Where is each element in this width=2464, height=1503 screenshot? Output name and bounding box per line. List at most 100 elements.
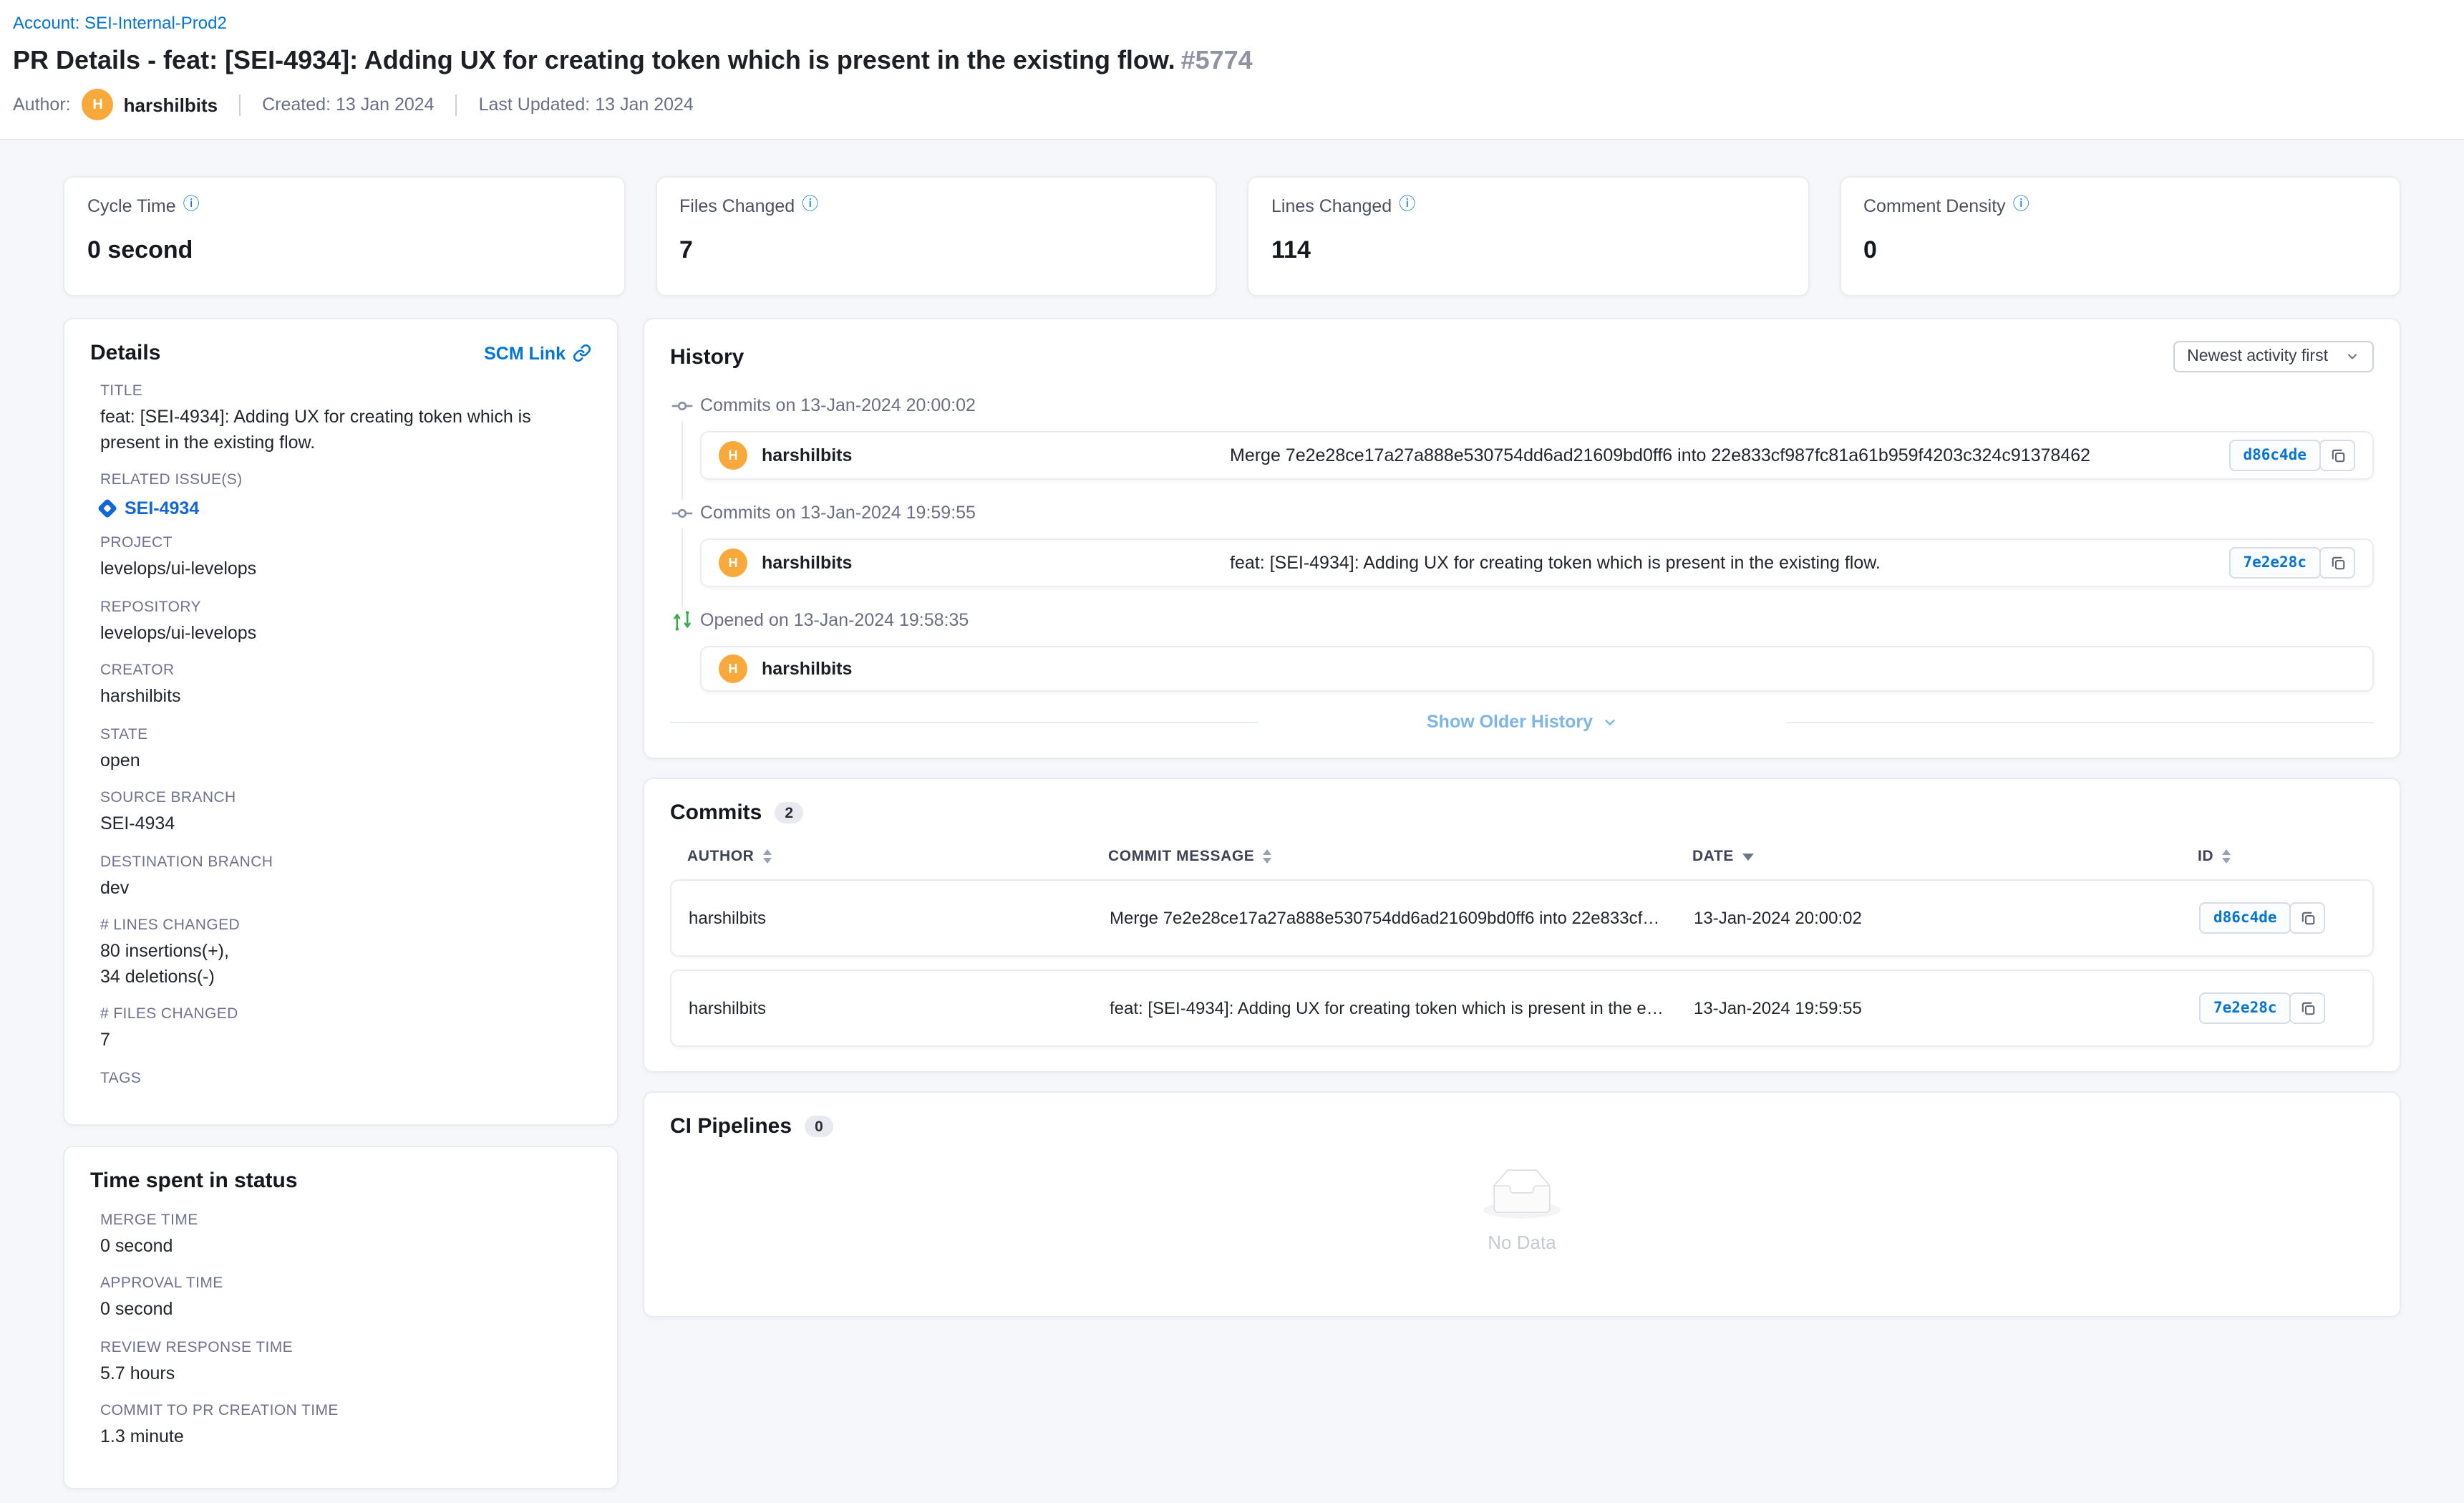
info-icon[interactable]: ⓘ bbox=[2012, 196, 2029, 214]
page-title-text: PR Details - feat: [SEI-4934]: Adding UX… bbox=[13, 46, 1175, 74]
field-destination-branch: DESTINATION BRANCH dev bbox=[100, 853, 591, 901]
field-label: PROJECT bbox=[100, 534, 173, 551]
divider bbox=[670, 721, 1258, 722]
field-files-changed: # FILES CHANGED 7 bbox=[100, 1005, 591, 1053]
commit-message: Merge 7e2e28ce17a27a888e530754dd6ad21609… bbox=[1230, 445, 2091, 465]
field-label: RELATED ISSUE(S) bbox=[100, 471, 243, 488]
table-row: harshilbits feat: [SEI-4934]: Adding UX … bbox=[670, 970, 2374, 1047]
timeline-heading: Commits on 13-Jan-2024 19:59:55 bbox=[700, 503, 976, 523]
page-header: Account: SEI-Internal-Prod2 PR Details -… bbox=[0, 0, 2464, 140]
history-commit-card: H harshilbits Merge 7e2e28ce17a27a888e53… bbox=[700, 431, 2374, 480]
cell-commit-id: 7e2e28c bbox=[2199, 992, 2355, 1024]
account-breadcrumb-link[interactable]: Account: SEI-Internal-Prod2 bbox=[13, 13, 227, 33]
field-value: 7 bbox=[100, 1030, 110, 1050]
timeline-item-commit-1: Commits on 13-Jan-2024 20:00:02 H harshi… bbox=[670, 392, 2374, 503]
column-header-commit-message[interactable]: COMMIT MESSAGE bbox=[1108, 848, 1692, 865]
field-related-issues: RELATED ISSUE(S) SEI-4934 bbox=[97, 471, 591, 519]
metric-label: Lines Changed bbox=[1271, 196, 1392, 216]
field-value: harshilbits bbox=[100, 686, 181, 706]
info-icon[interactable]: ⓘ bbox=[183, 196, 200, 214]
chevron-down-icon bbox=[2348, 354, 2357, 359]
time-in-status-panel: Time spent in status MERGE TIME 0 second… bbox=[63, 1145, 619, 1489]
field-value: levelops/ui-levelops bbox=[100, 559, 257, 579]
column-header-author[interactable]: AUTHOR bbox=[687, 848, 1108, 865]
divider bbox=[1786, 721, 2374, 722]
avatar: H bbox=[82, 89, 114, 120]
cell-author: harshilbits bbox=[689, 908, 767, 928]
commit-author: H harshilbits bbox=[719, 548, 1230, 577]
commit-author-name: harshilbits bbox=[762, 445, 853, 465]
info-icon[interactable]: ⓘ bbox=[802, 196, 819, 214]
commit-hash-badge[interactable]: 7e2e28c bbox=[2199, 992, 2291, 1024]
scm-link[interactable]: SCM Link bbox=[484, 343, 591, 363]
field-tags: TAGS bbox=[100, 1069, 591, 1086]
field-value: 0 second bbox=[100, 1235, 173, 1255]
issue-key: SEI-4934 bbox=[125, 498, 200, 518]
git-commit-icon bbox=[670, 500, 694, 526]
metric-label-row: Cycle Time ⓘ bbox=[87, 196, 601, 216]
page-title: PR Details - feat: [SEI-4934]: Adding UX… bbox=[13, 44, 2451, 76]
field-label: CREATOR bbox=[100, 662, 175, 679]
copy-button[interactable] bbox=[2319, 547, 2355, 579]
sort-icon bbox=[762, 849, 772, 864]
field-value-deletions: 34 deletions(-) bbox=[100, 966, 215, 986]
metric-cards: Cycle Time ⓘ 0 second Files Changed ⓘ 7 … bbox=[63, 176, 2401, 296]
commit-author: H harshilbits bbox=[719, 441, 1230, 470]
metric-label: Files Changed bbox=[679, 196, 795, 216]
copy-button[interactable] bbox=[2289, 902, 2326, 934]
field-approval-time: APPROVAL TIME 0 second bbox=[100, 1275, 591, 1323]
timeline-item-opened: Opened on 13-Jan-2024 19:58:35 H harshil… bbox=[670, 607, 2374, 692]
column-header-date[interactable]: DATE bbox=[1692, 848, 2198, 865]
details-title: Details bbox=[90, 341, 161, 365]
field-value: SEI-4934 bbox=[100, 813, 175, 833]
time-in-status-title: Time spent in status bbox=[90, 1168, 298, 1192]
ci-pipelines-count-badge: 0 bbox=[805, 1116, 833, 1137]
show-older-row: Show Older History bbox=[670, 712, 2374, 732]
issue-diamond-icon bbox=[97, 498, 118, 519]
related-issue-link[interactable]: SEI-4934 bbox=[97, 498, 591, 519]
commit-hash-group: 7e2e28c bbox=[2228, 547, 2355, 579]
metric-label-row: Lines Changed ⓘ bbox=[1271, 196, 1785, 216]
metric-value: 0 bbox=[1863, 236, 1877, 264]
commit-hash-badge[interactable]: 7e2e28c bbox=[2228, 547, 2321, 579]
git-commit-icon bbox=[670, 392, 694, 418]
metric-card-lines-changed: Lines Changed ⓘ 114 bbox=[1247, 176, 1809, 296]
last-updated-date: Last Updated: 13 Jan 2024 bbox=[478, 95, 694, 115]
field-label: REVIEW RESPONSE TIME bbox=[100, 1338, 293, 1355]
history-title: History bbox=[670, 344, 744, 369]
field-label: COMMIT TO PR CREATION TIME bbox=[100, 1402, 339, 1419]
commits-panel: Commits 2 AUTHOR COMMIT MESSAGE bbox=[643, 778, 2401, 1073]
page-body: Cycle Time ⓘ 0 second Files Changed ⓘ 7 … bbox=[0, 140, 2464, 1503]
cell-date: 13-Jan-2024 19:59:55 bbox=[1694, 998, 1862, 1018]
metric-card-cycle-time: Cycle Time ⓘ 0 second bbox=[63, 176, 625, 296]
left-column: Details SCM Link TITLE feat: [SEI-4934]:… bbox=[63, 318, 619, 1489]
commits-count-badge: 2 bbox=[775, 802, 804, 823]
field-source-branch: SOURCE BRANCH SEI-4934 bbox=[100, 789, 591, 837]
field-review-response-time: REVIEW RESPONSE TIME 5.7 hours bbox=[100, 1338, 591, 1386]
field-title: TITLE feat: [SEI-4934]: Adding UX for cr… bbox=[100, 382, 591, 455]
chevron-down-icon bbox=[1604, 719, 1614, 725]
history-panel: History Newest activity first Commits on… bbox=[643, 318, 2401, 759]
commit-hash-badge[interactable]: d86c4de bbox=[2199, 902, 2291, 934]
column-header-id[interactable]: ID bbox=[2198, 848, 2357, 865]
avatar: H bbox=[719, 654, 747, 683]
commit-hash-group: d86c4de bbox=[2228, 440, 2355, 471]
ci-pipelines-panel: CI Pipelines 0 No Data bbox=[643, 1091, 2401, 1318]
info-icon[interactable]: ⓘ bbox=[1399, 196, 1416, 214]
show-older-history-link[interactable]: Show Older History bbox=[1427, 712, 1617, 732]
field-creator: CREATOR harshilbits bbox=[100, 662, 591, 710]
copy-button[interactable] bbox=[2319, 440, 2355, 471]
metric-label-row: Comment Density ⓘ bbox=[1863, 196, 2377, 216]
commit-hash-badge[interactable]: d86c4de bbox=[2228, 440, 2321, 471]
copy-icon bbox=[2331, 449, 2344, 463]
field-lines-changed: # LINES CHANGED 80 insertions(+), 34 del… bbox=[100, 917, 591, 990]
metric-card-comment-density: Comment Density ⓘ 0 bbox=[1839, 176, 2401, 296]
field-label: APPROVAL TIME bbox=[100, 1275, 223, 1292]
ci-pipelines-title: CI Pipelines bbox=[670, 1114, 792, 1139]
cell-commit-id: d86c4de bbox=[2199, 902, 2355, 934]
commits-table-header: AUTHOR COMMIT MESSAGE DATE ID bbox=[670, 848, 2374, 865]
copy-button[interactable] bbox=[2289, 992, 2326, 1024]
commit-author-name: harshilbits bbox=[762, 553, 853, 573]
history-sort-dropdown[interactable]: Newest activity first bbox=[2173, 341, 2374, 372]
